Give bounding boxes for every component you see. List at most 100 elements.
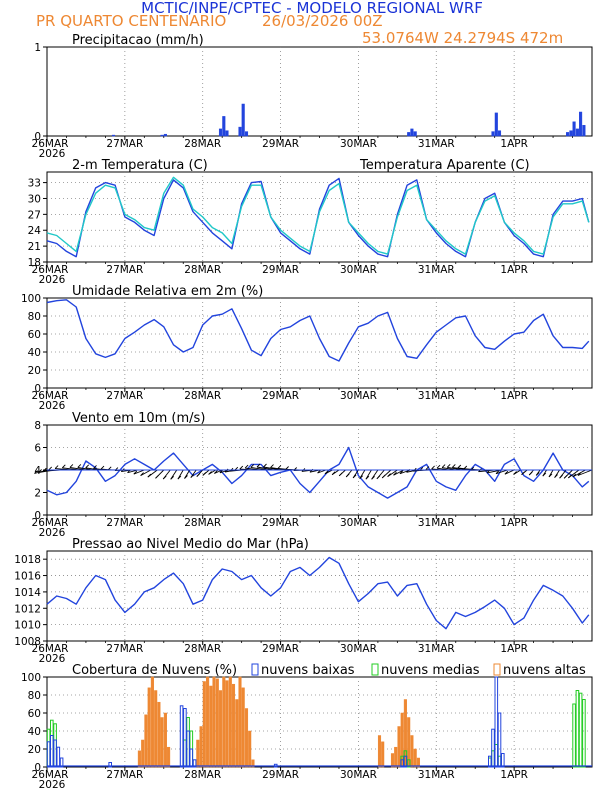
x-tick-label: 29MAR xyxy=(262,769,299,781)
wind-barb xyxy=(504,469,515,475)
bar-nuvens-altas xyxy=(202,681,206,768)
wind-barb-head xyxy=(277,465,282,469)
bar-nuvens-medias xyxy=(578,692,583,768)
x-tick-label: 26MAR xyxy=(32,517,69,529)
y-tick-label: 60 xyxy=(28,708,41,720)
wind-barb-head xyxy=(559,474,563,479)
x-tick-label: 29MAR xyxy=(262,264,299,276)
series-line-umidade xyxy=(46,299,590,362)
series-line-temperatura-aparente xyxy=(46,176,590,255)
y-tick-label: 30 xyxy=(28,193,41,205)
wind-barb-head xyxy=(155,474,159,479)
y-tick-label: 33 xyxy=(28,178,41,190)
wind-barb-head xyxy=(436,464,441,469)
x-tick-label: 1APR xyxy=(500,517,528,529)
wind-barb-head xyxy=(393,471,397,476)
x-tick-label: 31MAR xyxy=(418,517,455,529)
wind-barb-head xyxy=(376,475,381,480)
bar-nuvens-altas xyxy=(225,680,229,768)
wind-barb-head xyxy=(85,464,90,469)
bar-nuvens-baixas xyxy=(179,705,184,768)
x-tick-label: 28MAR xyxy=(184,390,221,402)
bar-nuvens-altas xyxy=(150,676,154,768)
legend-swatch xyxy=(371,663,379,676)
y-tick-label: 1010 xyxy=(14,620,41,632)
panel-frame xyxy=(46,46,593,137)
panel-title: 2-m Temperatura (C) xyxy=(72,158,208,173)
wind-barb-head xyxy=(387,473,391,477)
bar-nuvens-altas xyxy=(137,750,141,768)
x-tick-label: 1APR xyxy=(500,769,528,781)
x-tick-year: 2026 xyxy=(39,653,66,665)
wind-barb-head xyxy=(535,472,540,476)
wind-barb-head xyxy=(196,473,201,477)
wind-barb-head xyxy=(54,465,59,469)
wind-barb xyxy=(577,469,593,476)
wind-barb-head xyxy=(256,463,261,468)
bar-nuvens-medias xyxy=(582,699,586,768)
header-run: 26/03/2026 00Z xyxy=(262,12,383,30)
wind-barb-head xyxy=(567,474,572,479)
wind-barb-head xyxy=(133,470,138,475)
x-tick-label: 30MAR xyxy=(340,264,377,276)
bar-precip xyxy=(163,133,167,137)
wind-barb-head xyxy=(285,466,289,470)
wind-barb-head xyxy=(365,475,370,480)
x-tick-label: 26MAR xyxy=(32,643,69,655)
bar-nuvens-altas xyxy=(144,714,148,768)
legend-label: nuvens altas xyxy=(503,663,586,678)
bar-precip xyxy=(572,121,576,137)
bar-nuvens-altas xyxy=(199,726,203,768)
wind-barb-head xyxy=(162,475,167,480)
y-tick-label: 60 xyxy=(28,329,41,341)
wind-barb-head xyxy=(528,471,533,476)
y-tick-label: 80 xyxy=(28,311,41,323)
wind-barb-head xyxy=(202,472,207,476)
bar-precip xyxy=(407,132,411,137)
bar-nuvens-altas xyxy=(238,676,242,768)
bar-nuvens-baixas xyxy=(53,739,57,768)
x-tick-label: 29MAR xyxy=(262,390,299,402)
wind-barb-head xyxy=(184,475,188,479)
y-tick-label: 24 xyxy=(28,225,42,237)
y-tick-label: 8 xyxy=(34,420,41,432)
wind-barb-head xyxy=(107,466,112,471)
header-title: MCTIC/INPE/CPTEC - MODELO REGIONAL WRF xyxy=(141,0,483,17)
y-tick-label: 2 xyxy=(34,488,41,500)
x-tick-label: 28MAR xyxy=(184,264,221,276)
bar-nuvens-altas xyxy=(231,683,236,768)
wind-barb-head xyxy=(61,464,66,469)
x-tick-year: 2026 xyxy=(39,779,66,791)
wind-barb-head xyxy=(572,473,577,478)
legend-swatch xyxy=(493,663,501,676)
wind-barb-head xyxy=(190,474,195,478)
x-tick-label: 26MAR xyxy=(32,264,69,276)
legend-apparent-temp: Temperatura Aparente (C) xyxy=(359,158,530,173)
wind-barb xyxy=(495,469,508,475)
bar-precip xyxy=(410,128,414,137)
bar-nuvens-baixas xyxy=(488,755,492,768)
x-tick-label: 29MAR xyxy=(262,517,299,529)
bar-precip xyxy=(225,130,229,137)
x-tick-label: 30MAR xyxy=(340,390,377,402)
wind-barb-head xyxy=(170,475,175,480)
x-tick-label: 30MAR xyxy=(340,517,377,529)
wind-barb-head xyxy=(244,464,249,469)
x-tick-label: 28MAR xyxy=(184,517,221,529)
wind-barb-head xyxy=(263,463,267,468)
y-tick-label: 27 xyxy=(28,209,41,221)
wind-barb-head xyxy=(359,475,364,480)
bar-nuvens-altas xyxy=(222,676,226,768)
wind-barb xyxy=(214,469,223,474)
bar-nuvens-baixas xyxy=(501,753,505,768)
bar-precip xyxy=(413,131,417,137)
bar-nuvens-altas xyxy=(394,746,398,768)
wind-barb-head xyxy=(548,473,553,478)
bar-precip xyxy=(497,130,502,137)
bar-nuvens-altas xyxy=(147,687,151,768)
bar-nuvens-altas xyxy=(141,739,145,768)
bar-nuvens-altas xyxy=(157,701,161,768)
bar-nuvens-baixas xyxy=(50,735,54,768)
wind-barb-head xyxy=(399,470,404,475)
